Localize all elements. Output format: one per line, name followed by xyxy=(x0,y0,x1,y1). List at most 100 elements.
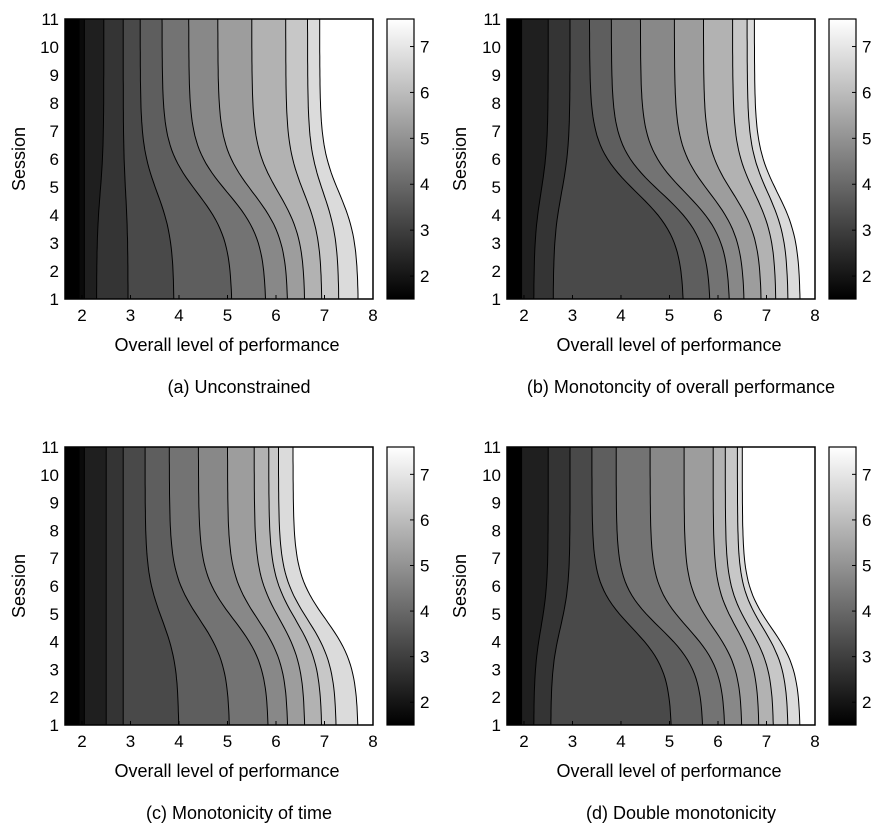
y-tick-label: 8 xyxy=(50,521,59,540)
x-tick-label: 3 xyxy=(568,732,577,751)
x-tick-label: 6 xyxy=(271,732,280,751)
y-tick-label: 7 xyxy=(492,549,501,568)
panel-caption: (a) Unconstrained xyxy=(167,377,310,397)
contour-bands xyxy=(65,447,359,725)
y-tick-label: 5 xyxy=(50,605,59,624)
y-tick-label: 11 xyxy=(41,10,59,29)
x-tick-label: 7 xyxy=(320,732,329,751)
colorbar-tick-label: 5 xyxy=(420,556,429,575)
x-tick-label: 7 xyxy=(320,306,329,325)
colorbar-tick-label: 7 xyxy=(862,465,871,484)
y-tick-label: 2 xyxy=(50,262,59,281)
colorbar-tick-label: 2 xyxy=(420,267,429,286)
x-tick-label: 8 xyxy=(368,306,377,325)
x-axis-label: Overall level of performance xyxy=(556,761,781,781)
colorbar-tick-label: 4 xyxy=(862,175,871,194)
y-tick-label: 6 xyxy=(50,150,59,169)
contour-band-min xyxy=(65,447,80,725)
x-axis-label: Overall level of performance xyxy=(556,335,781,355)
x-tick-label: 5 xyxy=(665,732,674,751)
y-tick-label: 11 xyxy=(483,438,501,457)
y-tick-label: 11 xyxy=(483,10,501,29)
y-tick-label: 1 xyxy=(492,290,501,309)
y-tick-label: 2 xyxy=(50,688,59,707)
y-tick-label: 1 xyxy=(50,290,59,309)
colorbar xyxy=(386,18,415,300)
y-tick-label: 4 xyxy=(492,633,501,652)
x-tick-label: 2 xyxy=(77,732,86,751)
colorbar-tick-label: 7 xyxy=(862,38,871,57)
x-tick-label: 7 xyxy=(762,306,771,325)
y-tick-label: 9 xyxy=(50,494,59,513)
contour-bands xyxy=(507,19,801,299)
colorbar-tick-label: 6 xyxy=(862,83,871,102)
contour-band-min xyxy=(507,19,522,299)
y-tick-label: 4 xyxy=(492,206,501,225)
contour-bands xyxy=(65,19,359,299)
colorbar-tick-label: 3 xyxy=(862,221,871,240)
x-tick-label: 7 xyxy=(762,732,771,751)
y-tick-label: 9 xyxy=(492,66,501,85)
x-axis-label: Overall level of performance xyxy=(114,761,339,781)
x-tick-label: 5 xyxy=(223,306,232,325)
y-axis-label: Session xyxy=(450,554,470,618)
colorbar-tick-label: 3 xyxy=(420,221,429,240)
colorbar-tick-label: 2 xyxy=(862,267,871,286)
y-tick-label: 9 xyxy=(492,494,501,513)
y-tick-label: 6 xyxy=(492,577,501,596)
y-tick-label: 7 xyxy=(50,549,59,568)
y-tick-label: 3 xyxy=(50,660,59,679)
contour-band-min xyxy=(65,19,80,299)
contour-band-2 xyxy=(507,19,549,299)
colorbar-tick-label: 5 xyxy=(420,129,429,148)
y-tick-label: 5 xyxy=(50,178,59,197)
colorbar-tick-label: 3 xyxy=(862,648,871,667)
y-tick-label: 3 xyxy=(492,234,501,253)
colorbar-tick-label: 4 xyxy=(420,175,429,194)
colorbar xyxy=(386,446,415,726)
colorbar-tick-label: 6 xyxy=(420,511,429,530)
x-tick-label: 6 xyxy=(713,306,722,325)
y-tick-label: 10 xyxy=(482,466,501,485)
x-tick-label: 8 xyxy=(810,306,819,325)
x-tick-label: 3 xyxy=(126,732,135,751)
y-axis-label: Session xyxy=(9,554,29,618)
x-tick-label: 4 xyxy=(174,732,183,751)
panel-caption: (c) Monotonicity of time xyxy=(146,803,332,823)
contour-band-2 xyxy=(65,447,107,725)
y-tick-label: 6 xyxy=(50,577,59,596)
x-tick-label: 3 xyxy=(126,306,135,325)
y-tick-label: 10 xyxy=(40,38,59,57)
y-tick-label: 2 xyxy=(492,262,501,281)
colorbar xyxy=(828,446,857,726)
y-tick-label: 3 xyxy=(50,234,59,253)
colorbar-tick-label: 7 xyxy=(420,38,429,57)
colorbar-tick-label: 6 xyxy=(420,83,429,102)
colorbar-tick-label: 7 xyxy=(420,465,429,484)
y-tick-label: 9 xyxy=(50,66,59,85)
panel-caption: (b) Monotoncity of overall performance xyxy=(527,377,835,397)
x-tick-label: 2 xyxy=(77,306,86,325)
y-tick-label: 7 xyxy=(50,122,59,141)
colorbar-tick-label: 2 xyxy=(420,693,429,712)
contour-band-2 xyxy=(507,447,549,725)
y-tick-label: 11 xyxy=(41,438,59,457)
y-tick-label: 3 xyxy=(492,660,501,679)
x-axis-label: Overall level of performance xyxy=(114,335,339,355)
colorbar-tick-label: 2 xyxy=(862,693,871,712)
x-tick-label: 8 xyxy=(810,732,819,751)
x-tick-label: 3 xyxy=(568,306,577,325)
colorbar-tick-label: 4 xyxy=(862,602,871,621)
colorbar-tick-label: 5 xyxy=(862,556,871,575)
colorbar-tick-label: 6 xyxy=(862,511,871,530)
y-tick-label: 4 xyxy=(50,206,59,225)
x-tick-label: 5 xyxy=(665,306,674,325)
y-tick-label: 8 xyxy=(492,94,501,113)
x-tick-label: 8 xyxy=(368,732,377,751)
y-tick-label: 4 xyxy=(50,633,59,652)
y-axis-label: Session xyxy=(450,127,470,191)
